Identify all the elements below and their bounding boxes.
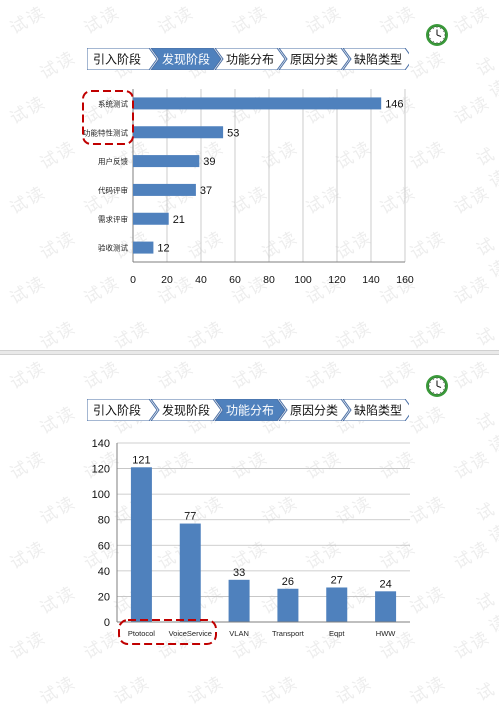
data-label: 53: [227, 127, 239, 139]
bar: [277, 588, 299, 622]
category-label: 验收测试: [98, 243, 128, 253]
step-5: [342, 48, 409, 70]
data-label: 146: [385, 98, 403, 110]
data-label: 12: [157, 243, 169, 255]
highlight-box: [118, 619, 217, 645]
y-tick-label: 80: [98, 515, 110, 527]
data-label: 39: [203, 156, 215, 168]
x-tick-label: 0: [130, 274, 136, 286]
step-4: [278, 399, 350, 421]
x-tick-label: 140: [362, 274, 380, 286]
highlight-box: [82, 90, 134, 145]
slide-divider: [0, 350, 499, 355]
step-label: 引入阶段: [93, 52, 141, 67]
bar: [133, 126, 224, 139]
y-tick-label: 60: [98, 540, 110, 552]
bar: [130, 467, 152, 622]
step-3-active: [214, 399, 286, 421]
step-label: 功能分布: [226, 53, 274, 67]
category-label: HWW: [376, 629, 396, 638]
category-label: Ptotocol: [128, 629, 155, 638]
y-tick-label: 20: [98, 591, 110, 603]
step-label: 缺陷类型: [354, 403, 402, 418]
step-5: [342, 399, 409, 421]
y-tick-label: 100: [92, 489, 110, 501]
y-tick-label: 0: [104, 617, 110, 629]
bar: [133, 155, 200, 168]
category-label: 系统测试: [98, 98, 128, 108]
step-2: [150, 399, 222, 421]
bar: [133, 212, 169, 225]
bar: [133, 183, 196, 196]
step-bar: 引入阶段 发现阶段 功能分布 原因分类 缺陷类型: [87, 399, 409, 421]
x-tick-label: 60: [229, 274, 241, 286]
category-label: VLAN: [229, 629, 249, 638]
data-label: 77: [184, 511, 196, 523]
data-label: 33: [233, 567, 245, 579]
category-label: 需求评审: [98, 214, 128, 224]
y-tick-label: 140: [92, 438, 110, 450]
slide-1: 试读 试读 试读 试读 试读 试读 试读 试读 试读 试读 试读 试读 试读 试读 试读 试读 试读 试读 试读 试读…: [0, 0, 499, 350]
x-tick-label: 40: [195, 274, 207, 286]
bar: [133, 241, 154, 254]
vertical-bar-chart: 0 20 40 60 80 100 120 140 121 Ptotocol 77 VoiceServ…: [92, 438, 410, 645]
data-label: 27: [331, 574, 343, 586]
category-label: 功能特性测试: [83, 127, 128, 137]
category-label: VoiceService: [169, 629, 212, 638]
step-3: [214, 48, 286, 70]
bar: [133, 97, 382, 110]
x-tick-label: 20: [161, 274, 173, 286]
step-label: 缺陷类型: [354, 52, 402, 67]
slide-2: 试读 试读 试读 试读 试读 试读 试读 试读 试读 试读 试读 试读 试读 试读 试读 试读 试读 试读 试读 试读…: [0, 355, 499, 705]
x-tick-label: 120: [328, 274, 346, 286]
category-label: 用户反馈: [98, 156, 128, 166]
step-label: 发现阶段: [162, 52, 210, 67]
bar: [375, 591, 397, 622]
bar: [179, 523, 201, 622]
clock-icon: [425, 23, 449, 47]
step-1: [87, 399, 158, 421]
data-label: 121: [132, 454, 150, 466]
step-1: [87, 48, 158, 70]
step-label: 原因分类: [290, 404, 338, 418]
step-label: 功能分布: [226, 404, 274, 418]
step-label: 原因分类: [290, 53, 338, 67]
clock-icon: [425, 374, 449, 398]
x-tick-label: 160: [396, 274, 414, 286]
category-label: Transport: [272, 629, 305, 638]
step-bar: 引入阶段 发现阶段 功能分布 原因分类 缺陷类型: [87, 48, 409, 70]
x-tick-label: 100: [294, 274, 312, 286]
step-label: 发现阶段: [162, 403, 210, 418]
y-tick-label: 120: [92, 464, 110, 476]
y-tick-label: 40: [98, 566, 110, 578]
step-label: 引入阶段: [93, 403, 141, 418]
horizontal-bar-chart: 0 20 40 60 80 100 120 140 160 146 系统测试 53 功能特性测试 39 用户…: [82, 89, 414, 286]
data-label: 26: [282, 576, 294, 588]
step-4: [278, 48, 350, 70]
data-label: 21: [173, 214, 185, 226]
data-label: 24: [379, 578, 391, 590]
bar: [326, 587, 348, 622]
data-label: 37: [200, 185, 212, 197]
step-2-active: [150, 48, 222, 70]
category-label: 代码评审: [98, 185, 128, 195]
x-tick-label: 80: [263, 274, 275, 286]
bar: [228, 579, 250, 622]
category-label: Eqpt: [329, 629, 345, 638]
